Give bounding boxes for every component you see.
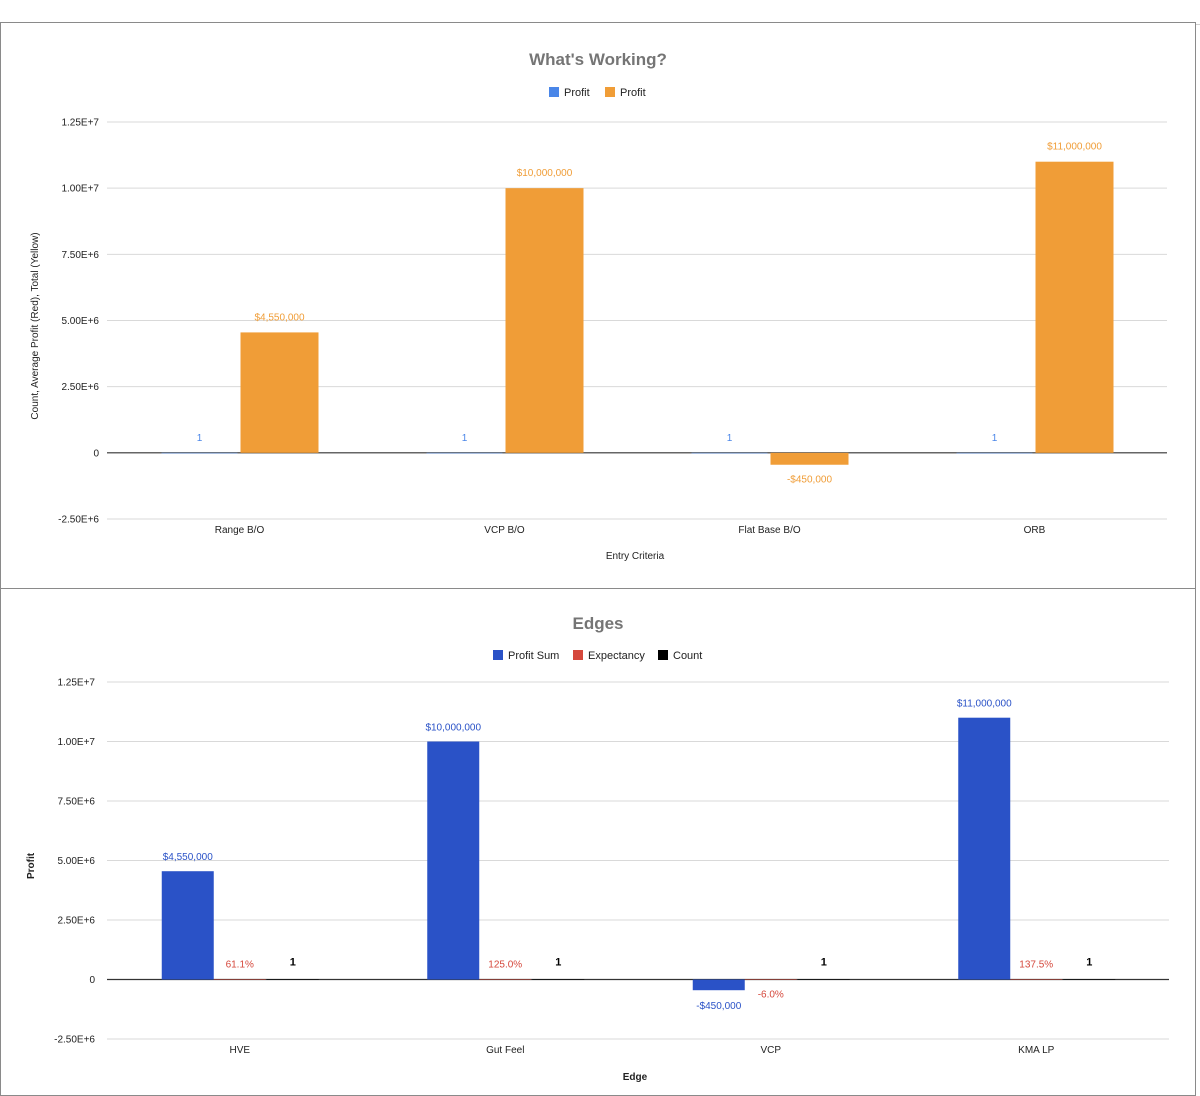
data-label-profit-sum: -$450,000 xyxy=(696,1001,741,1012)
data-label-count: 1 xyxy=(462,433,468,444)
y-axis-title: Count, Average Profit (Red), Total (Yell… xyxy=(30,232,41,419)
bar-expectancy xyxy=(213,979,266,980)
y-tick-label: 5.00E+6 xyxy=(57,856,95,867)
data-label-profit-sum: $10,000,000 xyxy=(425,723,481,734)
legend-label: Profit xyxy=(564,87,590,99)
chart-title: Edges xyxy=(572,614,623,633)
bar-count xyxy=(797,979,850,980)
bar-count xyxy=(532,979,585,980)
x-category-label: Range B/O xyxy=(215,525,265,536)
bar-profit-sum xyxy=(692,979,745,991)
y-tick-label: 1.25E+7 xyxy=(57,678,95,689)
legend-swatch xyxy=(605,87,615,97)
data-label-expectancy: -6.0% xyxy=(758,990,784,1001)
data-label-count: 1 xyxy=(197,433,203,444)
data-label-count: 1 xyxy=(290,957,296,969)
chart-edges[interactable]: Edges Profit Sum Expectancy Count -2.50E+6 0 2… xyxy=(0,588,1196,1096)
data-label-profit-sum: $4,550,000 xyxy=(163,852,213,863)
y-tick-label: 7.50E+6 xyxy=(61,250,99,261)
bar-profit-sum xyxy=(161,871,214,980)
data-label-count: 1 xyxy=(1086,957,1092,969)
data-label-count: 1 xyxy=(992,433,998,444)
data-label-count: 1 xyxy=(821,957,827,969)
legend-swatch xyxy=(549,87,559,97)
chart-whats-working-canvas: What's Working? Profit Profit -2.50E+6 0 2.50… xyxy=(30,50,1167,562)
y-tick-label: 1.25E+7 xyxy=(61,118,99,129)
x-category-label: KMA LP xyxy=(1018,1045,1054,1056)
data-label-expectancy: 125.0% xyxy=(488,960,522,971)
chart-title: What's Working? xyxy=(529,50,667,69)
y-axis-title: Profit xyxy=(26,852,37,879)
bar-count xyxy=(266,979,319,980)
legend-label: Expectancy xyxy=(588,650,645,662)
bar-expectancy xyxy=(479,979,532,980)
y-tick-label: 0 xyxy=(93,448,99,459)
bar-count xyxy=(691,452,768,454)
data-label-profit-sum: $11,000,000 xyxy=(957,699,1012,710)
bar-profit xyxy=(1035,161,1114,453)
data-label-profit: $11,000,000 xyxy=(1047,142,1102,153)
data-label-profit: $10,000,000 xyxy=(517,168,573,179)
bar-expectancy xyxy=(744,979,797,980)
bar-profit-sum xyxy=(427,741,480,980)
data-label-expectancy: 61.1% xyxy=(226,960,254,971)
bar-count xyxy=(956,452,1033,454)
y-tick-label: 2.50E+6 xyxy=(57,916,95,927)
y-tick-label: 0 xyxy=(89,975,95,986)
x-axis-title: Edge xyxy=(623,1072,648,1083)
x-category-label: Gut Feel xyxy=(486,1045,524,1056)
y-tick-label: 5.00E+6 xyxy=(61,316,99,327)
x-category-label: VCP xyxy=(760,1045,781,1056)
legend-swatch xyxy=(658,650,668,660)
bar-profit xyxy=(770,452,849,465)
y-tick-label: 2.50E+6 xyxy=(61,382,99,393)
legend-swatch xyxy=(493,650,503,660)
y-tick-label: -2.50E+6 xyxy=(58,515,99,526)
y-tick-label: -2.50E+6 xyxy=(54,1035,95,1046)
bar-profit-sum xyxy=(958,717,1011,980)
data-label-count: 1 xyxy=(555,957,561,969)
data-label-profit: $4,550,000 xyxy=(254,312,304,323)
y-tick-label: 7.50E+6 xyxy=(57,797,95,808)
legend-label: Count xyxy=(673,650,702,662)
x-axis-title: Entry Criteria xyxy=(606,551,665,562)
data-label-count: 1 xyxy=(727,433,733,444)
legend-swatch xyxy=(573,650,583,660)
bar-count xyxy=(161,452,238,454)
y-tick-label: 1.00E+7 xyxy=(57,737,95,748)
bar-profit xyxy=(240,332,319,453)
data-label-profit: -$450,000 xyxy=(787,475,832,486)
chart-whats-working[interactable]: What's Working? Profit Profit -2.50E+6 0 2.50… xyxy=(0,22,1196,589)
y-tick-label: 1.00E+7 xyxy=(61,184,99,195)
legend-label: Profit xyxy=(620,87,646,99)
chart-edges-canvas: Edges Profit Sum Expectancy Count -2.50E+6 0 2… xyxy=(26,614,1169,1083)
legend-label: Profit Sum xyxy=(508,650,559,662)
data-label-expectancy: 137.5% xyxy=(1019,960,1053,971)
x-category-label: HVE xyxy=(229,1045,250,1056)
bar-expectancy xyxy=(1010,979,1063,980)
bar-profit xyxy=(505,188,584,453)
x-category-label: ORB xyxy=(1024,525,1046,536)
bar-count xyxy=(1063,979,1116,980)
x-category-label: VCP B/O xyxy=(484,525,525,536)
bar-count xyxy=(426,452,503,454)
x-category-label: Flat Base B/O xyxy=(738,525,800,536)
